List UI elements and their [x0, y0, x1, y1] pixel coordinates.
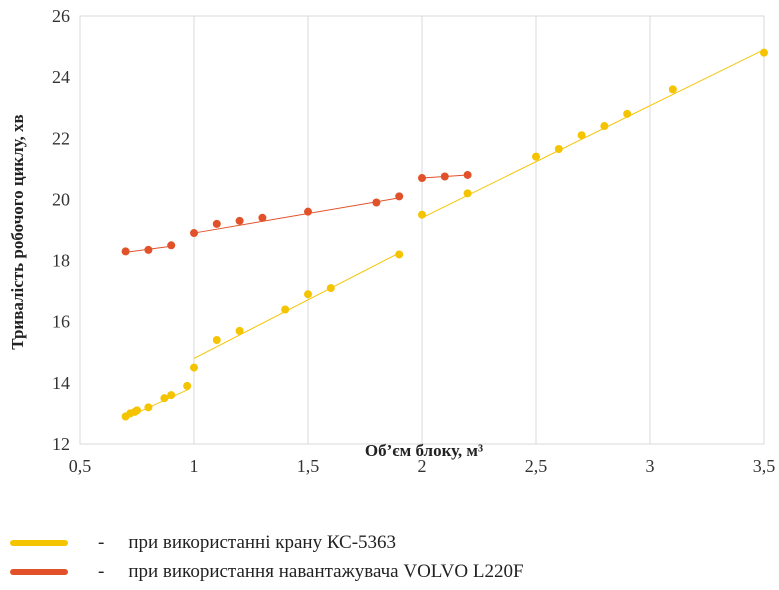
data-point-series-2: [463, 170, 472, 179]
legend-swatch-loader: [10, 568, 68, 575]
x-tick-label: 1,5: [297, 456, 320, 476]
data-point-series-1: [554, 144, 563, 153]
grid: [79, 15, 765, 445]
y-tick-label: 12: [52, 434, 70, 454]
legend-swatch-crane: [10, 539, 68, 546]
trendline-series-2: [193, 197, 400, 234]
legend: - при використанні крану КС-5363 - при в…: [10, 528, 770, 586]
legend-dash: -: [98, 560, 105, 582]
data-point-series-2: [121, 247, 130, 256]
x-tick-label: 3: [646, 456, 655, 476]
data-point-series-1: [395, 250, 404, 259]
data-point-series-1: [190, 363, 198, 372]
data-point-series-1: [144, 403, 153, 412]
legend-dash: -: [98, 531, 105, 553]
trendlines: [125, 49, 765, 419]
x-tick-label: 0,5: [69, 456, 92, 476]
y-tick-label: 26: [52, 6, 70, 26]
data-point-series-2: [395, 192, 404, 201]
trendline-series-1: [193, 252, 400, 359]
data-point-series-2: [440, 172, 449, 181]
data-point-series-1: [183, 381, 192, 390]
data-point-series-1: [668, 85, 677, 94]
data-point-series-2: [258, 213, 267, 222]
data-point-series-1: [463, 189, 472, 198]
data-point-series-2: [304, 207, 312, 216]
data-point-series-2: [167, 241, 176, 250]
data-point-series-1: [167, 391, 176, 400]
x-tick-label: 3,5: [753, 456, 776, 476]
x-tick-label: 2: [418, 456, 427, 476]
y-tick-label: 22: [52, 128, 70, 148]
y-tick-label: 20: [52, 189, 70, 209]
data-point-series-2: [418, 174, 426, 183]
y-tick-label: 24: [52, 67, 70, 87]
data-point-series-1: [623, 109, 632, 118]
x-axis-title: Об’єм блоку, м³: [365, 441, 483, 460]
data-point-series-1: [304, 290, 312, 299]
y-axis-title: Тривалість робочого циклу, хв: [8, 114, 27, 350]
data-point-series-1: [577, 131, 586, 140]
legend-label-loader: при використання навантажувача VOLVO L22…: [128, 560, 524, 582]
y-tick-label: 18: [52, 251, 70, 271]
data-point-series-2: [144, 245, 153, 254]
data-point-series-1: [133, 406, 141, 415]
x-tick-label: 2,5: [525, 456, 548, 476]
data-point-series-1: [760, 48, 768, 57]
legend-item-crane: - при використанні крану КС-5363: [10, 528, 770, 557]
data-point-series-2: [235, 216, 244, 225]
data-point-series-1: [235, 326, 244, 335]
data-point-series-2: [190, 229, 198, 238]
data-point-series-1: [281, 305, 290, 314]
legend-item-loader: - при використання навантажувача VOLVO L…: [10, 557, 770, 586]
data-point-series-2: [212, 219, 221, 228]
trendline-series-1: [421, 49, 765, 219]
data-point-series-2: [372, 198, 381, 207]
y-tick-label: 16: [52, 312, 70, 332]
data-point-series-1: [532, 152, 540, 161]
data-point-series-1: [160, 394, 169, 403]
legend-label-crane: при використанні крану КС-5363: [128, 531, 397, 553]
data-point-series-1: [418, 210, 426, 219]
y-tick-label: 14: [52, 373, 70, 393]
data-point-series-1: [600, 122, 609, 131]
data-points: [121, 48, 768, 421]
data-point-series-1: [212, 336, 221, 345]
x-tick-label: 1: [190, 456, 199, 476]
tick-labels: 0,5 1 1,5 2 2,5 3 3,5 12 14 16 18 20 22 24 26: [52, 6, 775, 476]
data-point-series-1: [326, 284, 335, 293]
chart-svg: 0,5 1 1,5 2 2,5 3 3,5 12 14 16 18 20 22 24 26 Об’єм бл…: [8, 6, 775, 476]
